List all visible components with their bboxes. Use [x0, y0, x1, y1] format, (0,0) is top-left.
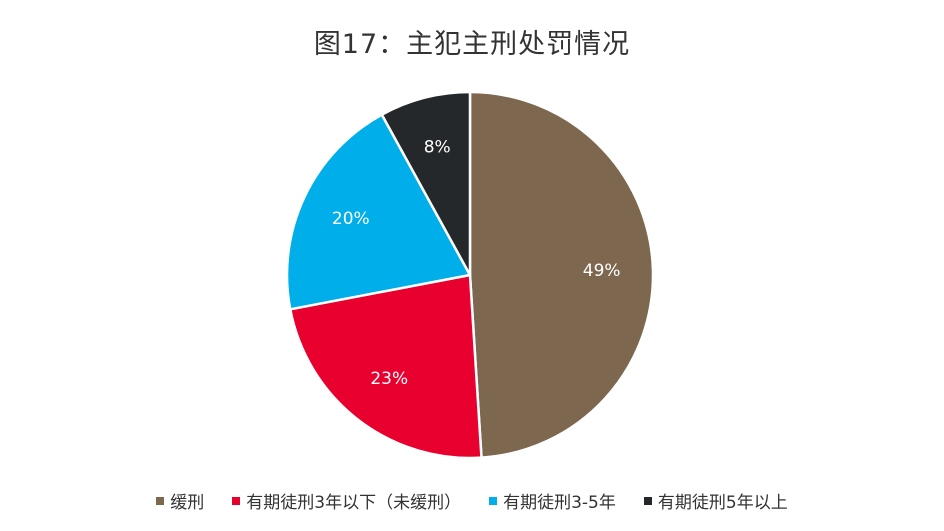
legend-swatch-3: [643, 496, 652, 505]
legend-swatch-0: [156, 496, 165, 505]
legend-label-2: 有期徒刑3-5年: [503, 493, 616, 513]
legend-item-1[interactable]: 有期徒刑3年以下（未缓刑）: [232, 488, 461, 513]
legend-item-3[interactable]: 有期徒刑5年以上: [643, 488, 788, 513]
pie-slice-0[interactable]: [468, 90, 655, 459]
legend-swatch-1: [232, 496, 241, 505]
legend-label-0: 缓刑: [170, 493, 205, 513]
chart-title: 图17：主犯主刑处罚情况: [313, 29, 631, 60]
data-label-1: 23%: [370, 369, 408, 389]
legend-label-1: 有期徒刑3年以下（未缓刑）: [246, 493, 462, 513]
legend-swatch-2: [489, 496, 498, 505]
chart-legend: 缓刑 有期徒刑3年以下（未缓刑） 有期徒刑3-5年 有期徒刑5年以上: [0, 488, 944, 513]
pie-data-labels: 49% 23% 20% 8%: [332, 137, 621, 389]
pie-slice-3[interactable]: [380, 90, 472, 277]
data-label-2: 20%: [332, 209, 370, 229]
data-label-0: 49%: [583, 261, 621, 281]
legend-label-3: 有期徒刑5年以上: [657, 493, 788, 513]
pie-chart: 49% 23% 20% 8%: [285, 90, 655, 460]
data-label-3: 8%: [424, 137, 451, 157]
legend-item-2[interactable]: 有期徒刑3-5年: [489, 488, 616, 513]
legend-item-0[interactable]: 缓刑: [156, 488, 204, 513]
pie-slice-1[interactable]: [288, 273, 483, 460]
pie-slice-2[interactable]: [285, 113, 472, 311]
pie-slices: [285, 90, 655, 460]
